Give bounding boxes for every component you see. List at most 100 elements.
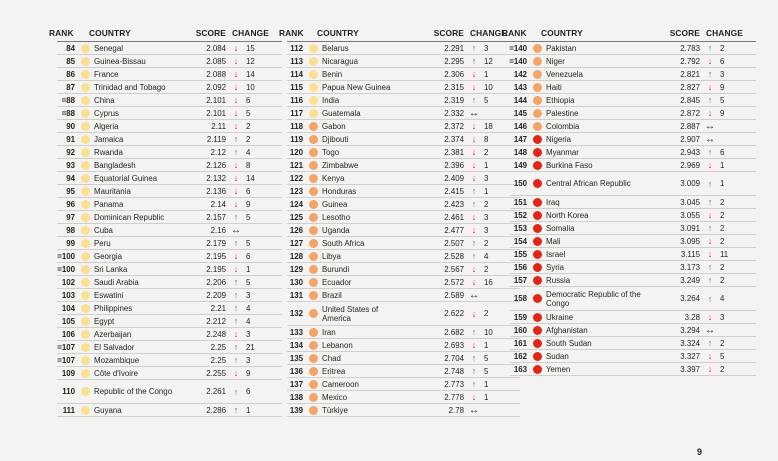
table-row: 102 Saudi Arabia 2.206 ↑ 5	[57, 276, 282, 289]
arrow-up-icon: ↑	[233, 303, 239, 313]
arrow-up-icon: ↑	[707, 338, 713, 348]
ranking-table-left: RANK COUNTRY SCORE CHANGE 84 Senegal 2.084 ↓ 15 8…	[49, 24, 282, 417]
table-row: 156 Syria 3.173 ↑ 2	[510, 261, 756, 274]
level-dot-cell	[81, 238, 94, 248]
rank-cell: =140	[509, 56, 527, 66]
arrow-up-icon: ↑	[233, 147, 239, 157]
score-cell: 2.286	[206, 405, 226, 415]
score-cell: 2.136	[206, 186, 226, 196]
country-cell: Iran	[322, 327, 336, 337]
change-cell: ↑ 5	[468, 95, 518, 105]
arrow-down-icon: ↓	[471, 212, 477, 222]
change-value: 2	[720, 338, 725, 348]
level-dot-cell	[81, 405, 94, 415]
table-row: =88 China 2.101 ↓ 6	[57, 94, 282, 107]
rank-cell: 160	[513, 325, 527, 335]
rank-cell: 128	[289, 251, 303, 261]
change-cell: ↑ 4	[468, 251, 518, 261]
rank-cell: 152	[513, 210, 527, 220]
table-row: =100 Georgia 2.195 ↓ 6	[57, 250, 282, 263]
level-dot-cell	[81, 186, 94, 196]
peace-level-dot-icon	[309, 147, 318, 157]
change-value: 3	[246, 290, 251, 300]
rank-cell: 133	[289, 327, 303, 337]
level-dot-cell	[81, 303, 94, 313]
score-cell: 3.115	[680, 249, 700, 259]
peace-level-dot-icon	[81, 69, 90, 79]
rank-cell: 90	[66, 121, 75, 131]
arrow-down-icon: ↓	[707, 249, 713, 259]
arrow-down-icon: ↓	[471, 340, 477, 350]
peace-level-dot-icon	[309, 238, 318, 248]
country-cell: Azerbaijan	[94, 329, 132, 339]
change-value: 5	[246, 277, 251, 287]
level-dot-cell	[309, 160, 322, 170]
arrow-down-icon: ↓	[471, 308, 477, 319]
change-value: 5	[720, 95, 725, 105]
country-cell: Benin	[322, 69, 343, 79]
peace-level-dot-icon	[309, 69, 318, 79]
change-value: 2	[720, 236, 725, 246]
table-row: 96 Panama 2.14 ↓ 9	[57, 198, 282, 211]
score-cell: 2.396	[444, 160, 464, 170]
table-row: 152 North Korea 3.055 ↓ 2	[510, 209, 756, 222]
arrow-up-icon: ↑	[707, 43, 713, 53]
change-cell: ↓ 1	[230, 264, 280, 274]
country-cell: China	[94, 95, 115, 105]
country-cell: South Sudan	[546, 338, 592, 348]
table-row: 121 Zimbabwe 2.396 ↓ 1	[287, 159, 520, 172]
level-dot-cell	[81, 173, 94, 183]
level-dot-cell	[81, 387, 94, 396]
rank-cell: 93	[66, 160, 75, 170]
peace-level-dot-icon	[533, 147, 542, 157]
peace-level-dot-icon	[81, 329, 90, 339]
level-dot-cell	[309, 405, 322, 415]
change-cell: ↔	[230, 225, 280, 236]
table-row: 123 Honduras 2.415 ↑ 1	[287, 185, 520, 198]
level-dot-cell	[81, 277, 94, 287]
country-cell: Republic of the Congo	[94, 387, 173, 396]
change-cell: ↓ 6	[230, 95, 280, 105]
change-value: 6	[246, 251, 251, 261]
table-rows: =140 Pakistan 2.783 ↑ 2 =140 Niger 2.792 ↓ 6 142 Ve…	[509, 41, 756, 376]
country-cell: France	[94, 69, 119, 79]
country-cell: Belarus	[322, 43, 349, 53]
country-cell: Nicaragua	[322, 56, 358, 66]
change-value: 6	[720, 147, 725, 157]
arrow-down-icon: ↓	[471, 392, 477, 402]
change-value: 2	[484, 309, 489, 318]
change-cell: ↑ 2	[704, 43, 754, 53]
score-cell: 2.783	[680, 43, 700, 53]
level-dot-cell	[81, 329, 94, 339]
arrow-left-right-icon: ↔	[469, 107, 479, 119]
rank-cell: 110	[62, 387, 75, 396]
rank-cell: 151	[513, 197, 527, 207]
table-header: RANK COUNTRY SCORE CHANGE	[279, 24, 520, 41]
peace-level-dot-icon	[309, 251, 318, 261]
country-cell: Lebanon	[322, 340, 353, 350]
header-rank: RANK	[49, 27, 74, 38]
rank-cell: 155	[513, 249, 527, 259]
rank-cell: 116	[290, 95, 303, 105]
score-cell: 2.332	[444, 108, 464, 118]
peace-level-dot-icon	[81, 290, 90, 300]
peace-level-dot-icon	[81, 43, 90, 53]
change-cell: ↓ 2	[468, 147, 518, 157]
score-cell: 2.119	[206, 134, 226, 144]
country-cell: Lesotho	[322, 212, 351, 222]
level-dot-cell	[309, 238, 322, 248]
arrow-up-icon: ↑	[471, 353, 477, 363]
change-cell: ↑ 6	[230, 387, 280, 397]
change-value: 3	[246, 329, 251, 339]
change-cell: ↓ 12	[230, 56, 280, 66]
change-value: 3	[720, 69, 725, 79]
score-cell: 3.045	[680, 197, 700, 207]
table-row: 118 Gabon 2.372 ↓ 18	[287, 120, 520, 133]
level-dot-cell	[533, 236, 546, 246]
rank-cell: 98	[66, 225, 75, 235]
table-row: 119 Djibouti 2.374 ↓ 8	[287, 133, 520, 146]
peace-level-dot-icon	[81, 238, 90, 248]
table-row: 129 Burundi 2.567 ↓ 2	[287, 263, 520, 276]
peace-level-dot-icon	[533, 294, 542, 303]
arrow-down-icon: ↓	[707, 56, 713, 66]
